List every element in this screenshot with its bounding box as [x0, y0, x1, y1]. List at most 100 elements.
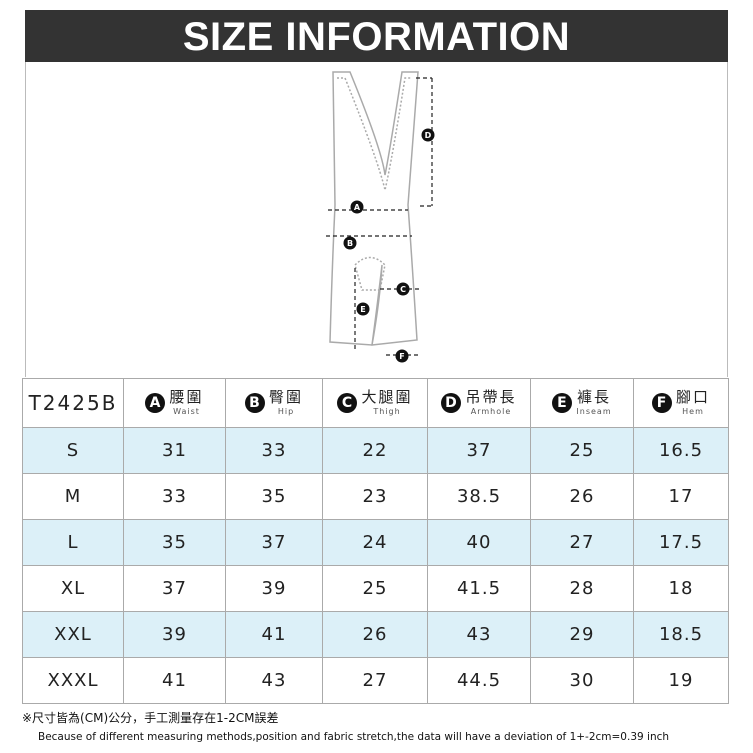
name-zh: 大腿圍: [361, 388, 413, 406]
label-dot: [395, 349, 409, 363]
row: XXL 39 41 26 43 29 18.5: [22, 611, 729, 658]
name-en: Thigh: [373, 407, 401, 416]
value-cell: 27: [322, 657, 428, 704]
label-dot: [350, 200, 364, 214]
name-en: Hip: [277, 407, 295, 416]
value-cell: 37: [427, 427, 531, 474]
badge: F: [651, 393, 672, 413]
size-cell: XL: [22, 565, 124, 612]
label-dot: [356, 302, 370, 316]
badge: B: [244, 393, 265, 413]
header-content: E 褲長 Inseam: [531, 390, 633, 416]
name-en: Inseam: [576, 407, 612, 416]
column-name: 吊帶長 Armhole: [465, 390, 516, 416]
name-zh: 褲長: [576, 388, 611, 406]
row: M 33 35 23 38.5 26 17: [22, 473, 729, 520]
name-en: Hem: [682, 407, 704, 416]
column-name: 臀圍 Hip: [269, 390, 303, 416]
diagram-label: E: [360, 305, 365, 314]
column-name: 大腿圍 Thigh: [361, 390, 412, 416]
name-en: Waist: [173, 407, 200, 416]
value-cell: 33: [225, 427, 323, 474]
value-cell: 35: [225, 473, 323, 520]
diagram-label: B: [347, 239, 353, 248]
badge: C: [337, 393, 358, 413]
value-cell: 35: [123, 519, 226, 566]
value-cell: 44.5: [427, 657, 531, 704]
value-cell: 24: [322, 519, 428, 566]
value-cell: 33: [123, 473, 226, 520]
row: S 31 33 22 37 25 16.5: [22, 427, 729, 474]
value-cell: 41.5: [427, 565, 531, 612]
value-cell: 25: [530, 427, 634, 474]
row: L 35 37 24 40 27 17.5: [22, 519, 729, 566]
value-cell: 22: [322, 427, 428, 474]
value-cell: 26: [530, 473, 634, 520]
value-cell: 43: [225, 657, 323, 704]
row: XL 37 39 25 41.5 28 18: [22, 565, 729, 612]
header-cell: B 臀圍 Hip: [225, 378, 323, 428]
value-cell: 39: [225, 565, 323, 612]
value-cell: 37: [123, 565, 226, 612]
header-row: T2425B A 腰圍 Waist B 臀圍 Hip C 大腿圍 Thigh D 吊帶長 Armhole…: [22, 378, 729, 428]
value-cell: 23: [322, 473, 428, 520]
name-zh: 吊帶長: [465, 388, 517, 406]
value-cell: 30: [530, 657, 634, 704]
value-cell: 38.5: [427, 473, 531, 520]
value-cell: 18: [633, 565, 729, 612]
value-cell: 27: [530, 519, 634, 566]
name-zh: 腰圍: [169, 388, 204, 406]
badge: D: [441, 393, 462, 413]
value-cell: 16.5: [633, 427, 729, 474]
column-name: 腳口 Hem: [676, 390, 710, 416]
diagram-label: C: [400, 285, 406, 294]
title: SIZE INFORMATION: [25, 10, 728, 62]
value-cell: 17.5: [633, 519, 729, 566]
value-cell: 19: [633, 657, 729, 704]
header-cell: E 褲長 Inseam: [530, 378, 634, 428]
diagram-label: F: [399, 352, 404, 361]
note: Because of different measuring methods,p…: [38, 731, 670, 743]
name-zh: 腳口: [675, 388, 710, 406]
header-content: B 臀圍 Hip: [226, 390, 322, 416]
diagram-frame: [25, 62, 728, 377]
diagram-label: D: [425, 131, 432, 140]
name-en: Armhole: [470, 407, 512, 416]
value-cell: 41: [225, 611, 323, 658]
column-name: 腰圍 Waist: [169, 390, 203, 416]
value-cell: 37: [225, 519, 323, 566]
value-cell: 25: [322, 565, 428, 612]
header-content: A 腰圍 Waist: [124, 390, 225, 416]
size-table: T2425B A 腰圍 Waist B 臀圍 Hip C 大腿圍 Thigh D 吊帶長 Armhole…: [22, 378, 729, 704]
size-cell: XXL: [22, 611, 124, 658]
diagram: A B C D E F: [326, 71, 435, 363]
header-cell: F 腳口 Hem: [633, 378, 729, 428]
header-cell: D 吊帶長 Armhole: [427, 378, 531, 428]
value-cell: 26: [322, 611, 428, 658]
value-cell: 18.5: [633, 611, 729, 658]
header-content: F 腳口 Hem: [634, 390, 728, 416]
value-cell: 31: [123, 427, 226, 474]
label-dot: [343, 236, 357, 250]
column-name: 褲長 Inseam: [576, 390, 611, 416]
header-cell: C 大腿圍 Thigh: [322, 378, 428, 428]
header-content: D 吊帶長 Armhole: [428, 390, 530, 416]
header-content: C 大腿圍 Thigh: [323, 390, 427, 416]
row: XXXL 41 43 27 44.5 30 19: [22, 657, 729, 704]
size-cell: S: [22, 427, 124, 474]
value-cell: 29: [530, 611, 634, 658]
size-cell: XXXL: [22, 657, 124, 704]
name-zh: 臀圍: [268, 388, 303, 406]
badge: A: [145, 393, 166, 413]
value-cell: 28: [530, 565, 634, 612]
badge: E: [552, 393, 573, 413]
header-cell: T2425B: [22, 378, 124, 428]
value-cell: 41: [123, 657, 226, 704]
note: ※尺寸皆為(CM)公分，手工測量存在1-2CM誤差: [22, 711, 279, 725]
value-cell: 39: [123, 611, 226, 658]
size-cell: M: [22, 473, 124, 520]
diagram-label: A: [354, 203, 361, 212]
model: T2425B: [28, 391, 118, 415]
value-cell: 40: [427, 519, 531, 566]
